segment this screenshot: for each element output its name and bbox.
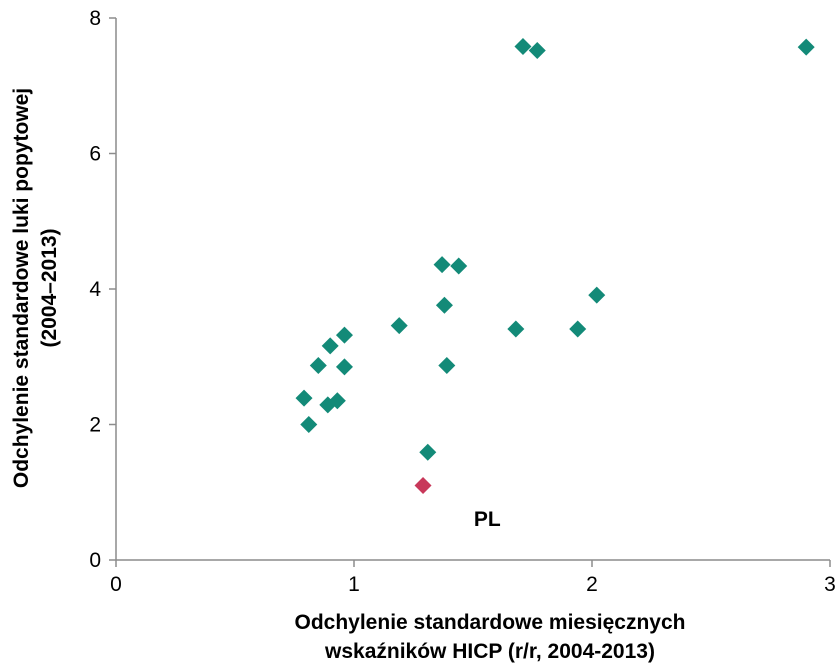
data-point	[797, 38, 815, 56]
y-tick-label: 8	[89, 7, 101, 30]
y-tick-label: 2	[89, 414, 101, 437]
y-tick-label: 6	[89, 143, 101, 166]
data-point	[321, 337, 339, 355]
x-tick-label: 1	[348, 573, 360, 596]
x-axis-title-line-2: wskaźników HICP (r/r, 2004-2013)	[324, 640, 655, 663]
data-point	[300, 416, 318, 433]
x-tick-label: 3	[824, 573, 836, 596]
data-point	[309, 357, 327, 375]
x-axis-title-line-1: Odchylenie standardowe miesięcznych	[295, 611, 686, 634]
ticks	[109, 17, 831, 567]
data-point	[335, 326, 353, 344]
data-point	[433, 256, 451, 274]
data-point	[438, 357, 456, 375]
y-axis-title-line-1: Odchylenie standardowe luki popytowej	[10, 88, 33, 488]
y-tick-label: 4	[89, 278, 101, 301]
data-point	[390, 317, 408, 335]
tick-labels: 0 2 4 6 8 0 1 2 3	[89, 7, 836, 596]
data-point	[335, 358, 353, 376]
data-point	[514, 37, 532, 55]
data-point	[569, 320, 587, 338]
x-tick-label: 2	[586, 573, 598, 596]
data-point	[419, 443, 437, 461]
data-point	[435, 296, 453, 314]
annotation-label: PL	[474, 508, 501, 531]
axes	[115, 18, 830, 561]
x-tick-label: 0	[110, 573, 122, 596]
data-point	[295, 389, 313, 407]
data-points	[295, 37, 815, 494]
data-point	[507, 320, 525, 338]
highlighted-data-point	[414, 476, 432, 494]
data-point	[450, 257, 468, 275]
annotations: PL	[474, 508, 501, 531]
data-point	[328, 392, 346, 410]
data-point	[588, 286, 606, 304]
y-tick-label: 0	[89, 549, 101, 572]
y-axis-title-line-2: (2004–2013)	[38, 228, 61, 347]
data-point	[528, 42, 546, 60]
